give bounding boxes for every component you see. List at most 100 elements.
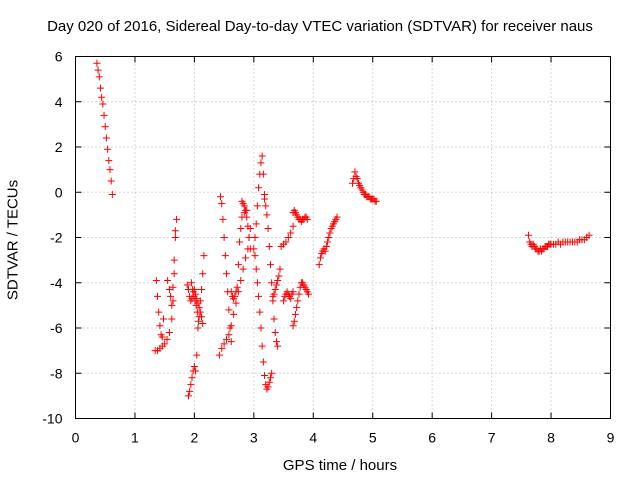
data-point [190, 292, 198, 300]
data-point [234, 261, 242, 269]
y-tick-label: -6 [50, 320, 63, 336]
data-point [156, 322, 164, 330]
data-point [255, 184, 263, 192]
data-point [282, 238, 290, 246]
data-point [231, 292, 239, 300]
data-point [106, 166, 114, 174]
data-point [152, 276, 160, 284]
data-point [264, 224, 272, 232]
series-arc-15 [269, 265, 284, 300]
data-point [268, 369, 276, 377]
data-point [222, 335, 230, 343]
data-point [105, 157, 113, 165]
data-point [295, 290, 303, 298]
data-point [164, 276, 172, 284]
data-point [94, 66, 102, 74]
data-point [230, 310, 238, 318]
data-point [220, 234, 228, 241]
data-point [353, 175, 361, 183]
data-point [93, 59, 101, 67]
x-tick-label: 0 [72, 430, 80, 446]
series-arc-24 [524, 231, 593, 255]
data-point [189, 286, 197, 294]
data-point [270, 315, 278, 323]
data-point [193, 308, 201, 316]
data-point [221, 252, 229, 260]
data-point [232, 288, 240, 296]
data-point [271, 286, 279, 294]
data-point [259, 170, 267, 178]
series-arc-2 [151, 234, 179, 355]
data-point [193, 351, 201, 359]
series-arc-3 [152, 276, 167, 341]
series-arc-23 [349, 168, 380, 205]
data-point [261, 372, 269, 380]
data-point [266, 374, 274, 382]
data-point [305, 290, 313, 298]
x-tick-label: 9 [607, 430, 615, 446]
series-arc-7 [187, 279, 203, 325]
series-arc-19 [289, 290, 303, 330]
data-point [161, 340, 169, 348]
data-point [155, 308, 163, 316]
data-point [218, 200, 226, 208]
y-tick-label: 0 [55, 184, 63, 200]
y-tick-label: 6 [55, 49, 63, 65]
data-point [220, 340, 228, 348]
data-point [102, 134, 110, 142]
series-arc-22 [324, 213, 341, 246]
x-tick-label: 2 [190, 430, 198, 446]
x-tick-label: 3 [250, 430, 258, 446]
data-point [268, 279, 276, 287]
data-point [271, 329, 279, 337]
data-point [251, 234, 259, 241]
data-point [226, 324, 234, 332]
data-point [245, 234, 253, 241]
data-point [168, 301, 176, 309]
y-tick-label: -10 [42, 411, 62, 427]
series-arc-18 [289, 206, 311, 226]
data-point [253, 279, 261, 287]
data-point [290, 317, 298, 325]
data-point [274, 276, 282, 284]
data-point [171, 227, 179, 235]
data-point [227, 338, 235, 346]
data-point [169, 283, 177, 291]
data-point [188, 374, 196, 382]
data-point [585, 231, 593, 239]
y-tick-label: -4 [50, 275, 63, 291]
y-tick-label: -8 [50, 365, 63, 381]
series-arc-9 [217, 193, 235, 346]
series-arc-12 [250, 152, 269, 253]
data-point [184, 392, 192, 400]
data-point [194, 324, 202, 332]
data-point [265, 378, 273, 386]
data-point [195, 313, 203, 321]
data-point [192, 301, 200, 309]
data-point [237, 276, 245, 284]
data-point [258, 152, 266, 160]
data-point [315, 261, 323, 269]
data-point [333, 213, 341, 221]
data-point [192, 367, 200, 375]
data-point [351, 168, 359, 176]
data-point [233, 283, 241, 291]
data-point [284, 234, 292, 241]
data-point [101, 123, 109, 131]
data-point [240, 202, 248, 210]
data-point [242, 206, 250, 214]
data-point [524, 231, 532, 239]
data-point [255, 292, 263, 300]
data-point [159, 315, 167, 323]
data-point [158, 333, 166, 341]
x-tick-label: 6 [428, 430, 436, 446]
data-point [270, 290, 278, 298]
data-point [321, 247, 329, 255]
data-point [324, 238, 332, 246]
data-point [190, 362, 198, 370]
data-point [195, 317, 203, 325]
data-point [163, 335, 171, 343]
data-point [322, 243, 330, 251]
data-point [289, 322, 297, 330]
